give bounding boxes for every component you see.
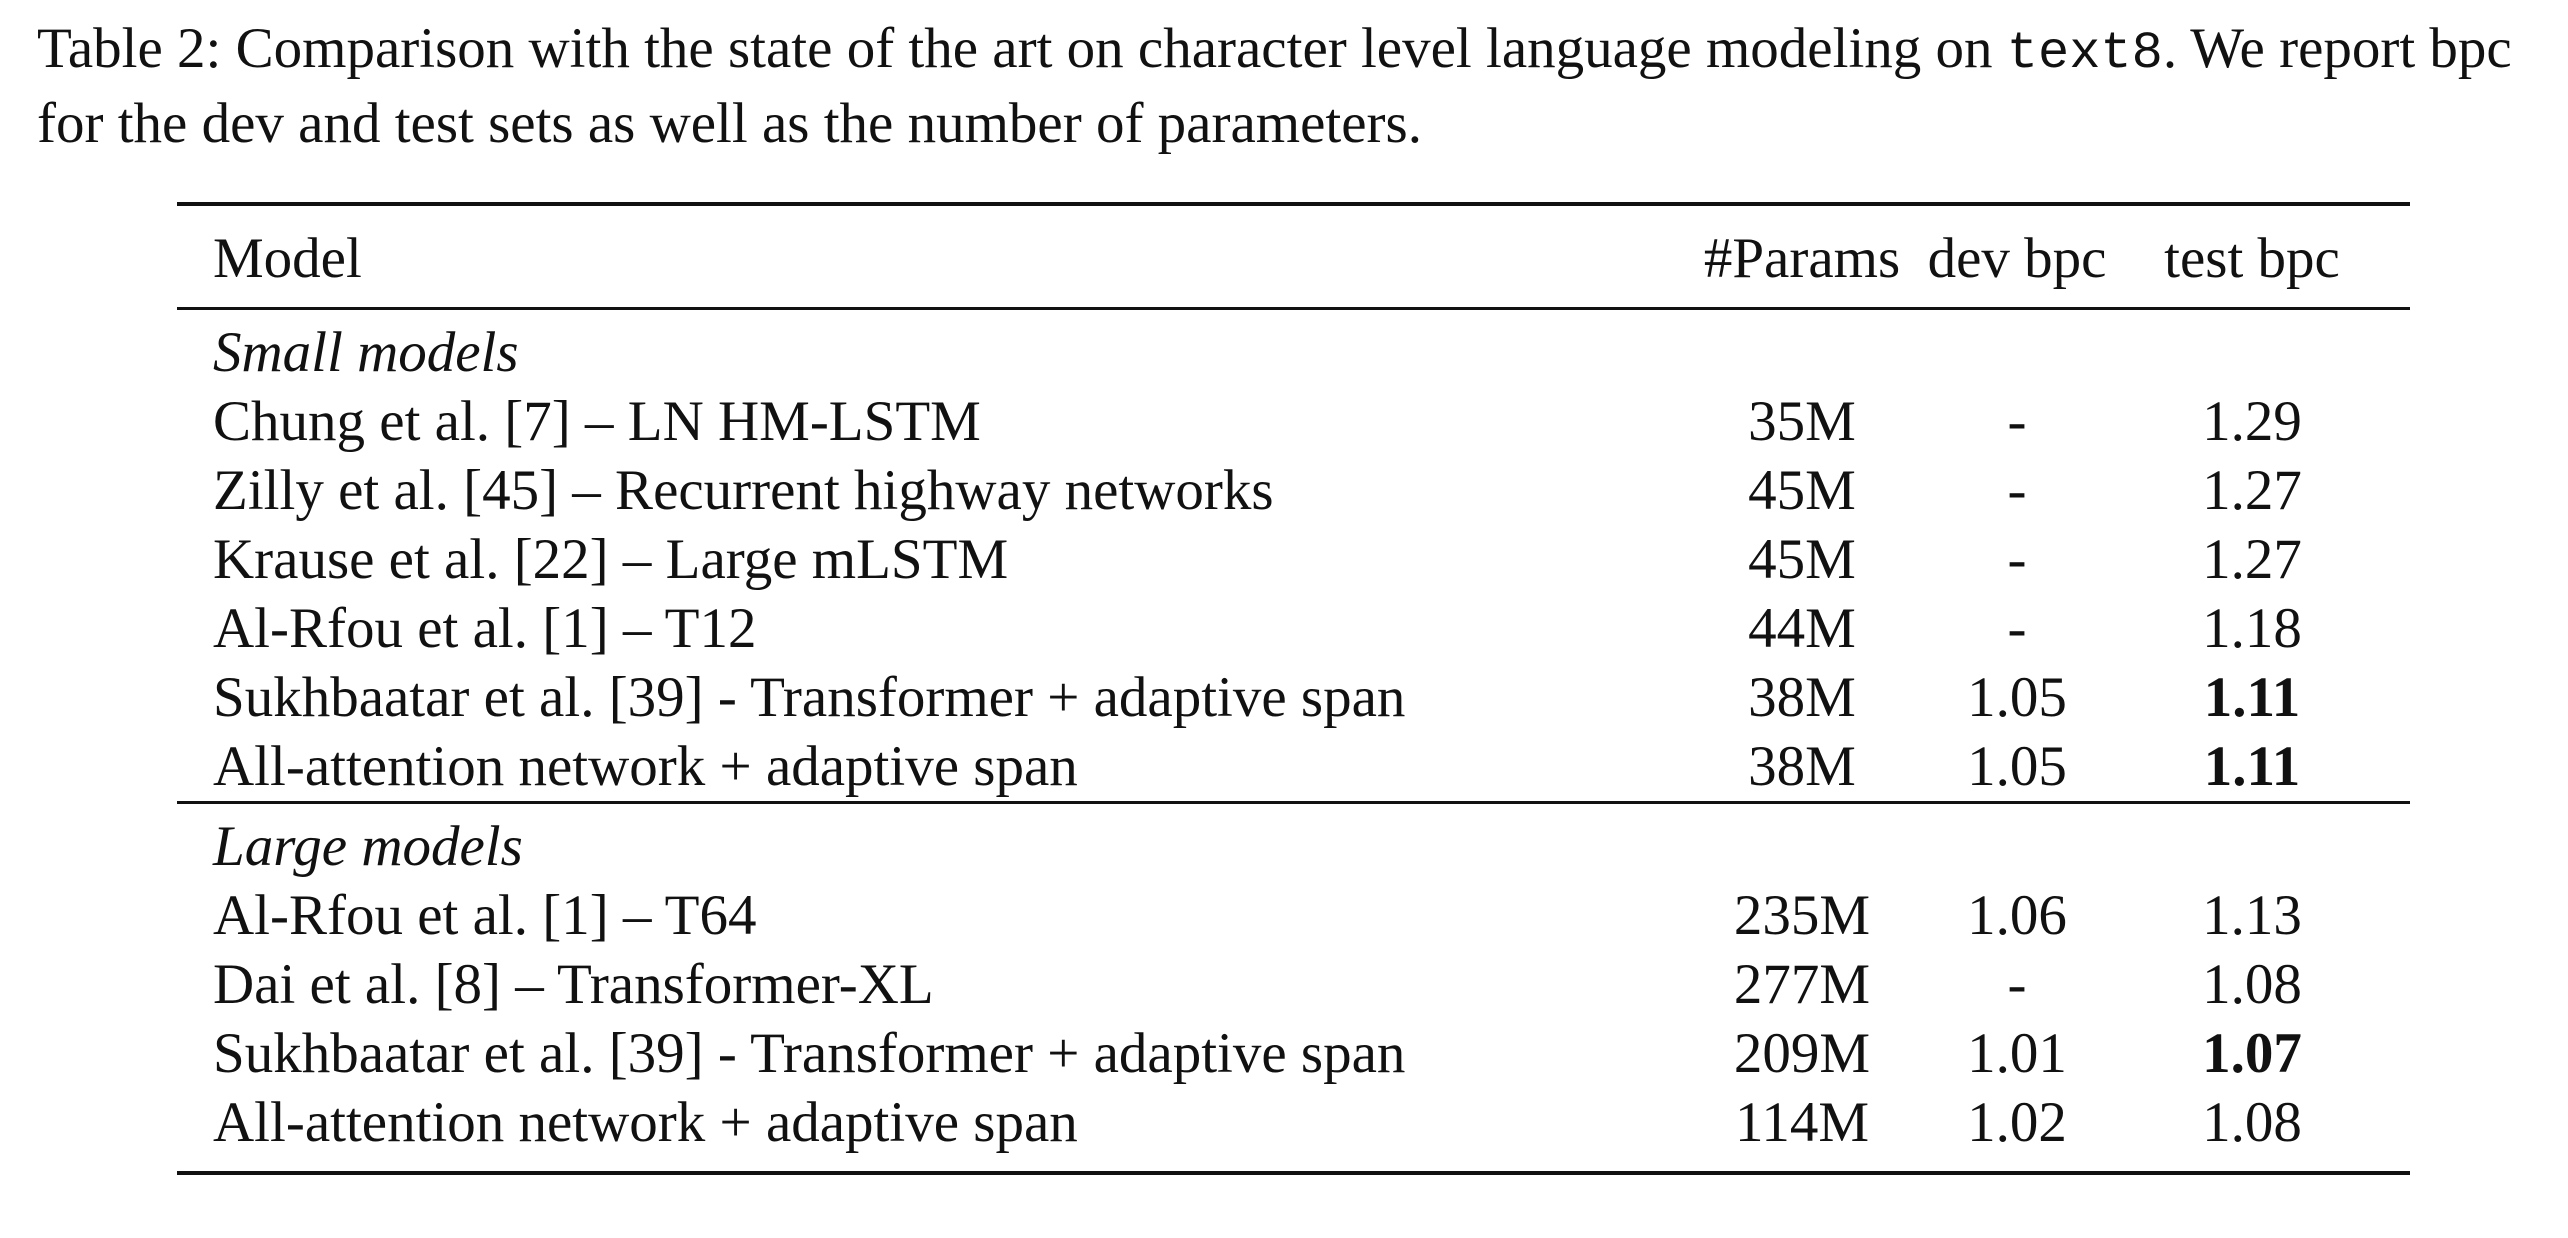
dev-bpc-cell: 1.06	[1967, 884, 2067, 947]
table-row: Sukhbaatar et al. [39] - Transformer + a…	[177, 1019, 2410, 1088]
params-cell: 44M	[1748, 597, 1856, 660]
model-name-cell: Al-Rfou et al. [1] – T12	[213, 597, 757, 660]
caption-dataset-name: text8	[2006, 24, 2163, 83]
table-row: Al-Rfou et al. [1] – T64 235M 1.06 1.13	[177, 881, 2410, 950]
model-name-cell: Krause et al. [22] – Large mLSTM	[213, 528, 1009, 591]
params-cell: 45M	[1748, 459, 1856, 522]
test-bpc-cell: 1.08	[2202, 953, 2302, 1016]
test-bpc-cell: 1.13	[2202, 884, 2302, 947]
dev-bpc-cell: 1.05	[1967, 735, 2067, 798]
model-name-cell: Zilly et al. [45] – Recurrent highway ne…	[213, 459, 1274, 522]
model-name-cell: Dai et al. [8] – Transformer-XL	[213, 953, 934, 1016]
table-row: Sukhbaatar et al. [39] - Transformer + a…	[177, 663, 2410, 732]
header-test-bpc: test bpc	[2122, 204, 2410, 310]
table-row: Krause et al. [22] – Large mLSTM 45M - 1.27	[177, 525, 2410, 594]
results-table-body: Small models Chung et al. [7] – LN HM-LST…	[177, 309, 2410, 1174]
results-table: Model #Params dev bpc test bpc Small mod…	[177, 202, 2410, 1175]
test-bpc-cell: 1.07	[2202, 1022, 2302, 1085]
test-bpc-cell: 1.11	[2203, 666, 2301, 729]
results-table-container: Model #Params dev bpc test bpc Small mod…	[177, 202, 2410, 1175]
test-bpc-cell: 1.27	[2202, 528, 2302, 591]
dev-bpc-cell: -	[2007, 528, 2027, 591]
dev-bpc-cell: -	[2007, 953, 2027, 1016]
model-name-cell: Chung et al. [7] – LN HM-LSTM	[213, 390, 981, 453]
header-params: #Params	[1692, 204, 1912, 310]
header-model: Model	[177, 204, 1692, 310]
params-cell: 38M	[1748, 735, 1856, 798]
test-bpc-cell: 1.18	[2202, 597, 2302, 660]
test-bpc-cell: 1.29	[2202, 390, 2302, 453]
header-dev-bpc: dev bpc	[1912, 204, 2122, 310]
params-cell: 235M	[1733, 884, 1871, 947]
caption-prefix: Table 2: Comparison with the state of th…	[37, 17, 2007, 80]
section-title: Small models	[213, 321, 519, 384]
params-cell: 45M	[1748, 528, 1856, 591]
dev-bpc-cell: -	[2007, 597, 2027, 660]
dev-bpc-cell: -	[2007, 459, 2027, 522]
params-cell: 35M	[1748, 390, 1856, 453]
section-header-row: Small models	[177, 309, 2410, 388]
model-name-cell: Al-Rfou et al. [1] – T64	[213, 884, 757, 947]
test-bpc-cell: 1.11	[2203, 735, 2301, 798]
table-caption: Table 2: Comparison with the state of th…	[37, 14, 2537, 159]
dev-bpc-cell: -	[2007, 390, 2027, 453]
header-row: Model #Params dev bpc test bpc	[177, 204, 2410, 310]
section-header-row: Large models	[177, 801, 2410, 881]
params-cell: 114M	[1734, 1091, 1870, 1154]
params-cell: 38M	[1748, 666, 1856, 729]
table-row: Al-Rfou et al. [1] – T12 44M - 1.18	[177, 594, 2410, 663]
dev-bpc-cell: 1.02	[1967, 1091, 2067, 1154]
caption-suffix: . We report bpc for the dev and test set…	[37, 17, 2512, 155]
dev-bpc-cell: 1.05	[1967, 666, 2067, 729]
params-cell: 277M	[1733, 953, 1871, 1016]
table-row: Dai et al. [8] – Transformer-XL 277M - 1.08	[177, 950, 2410, 1019]
model-name-cell: Sukhbaatar et al. [39] - Transformer + a…	[213, 666, 1406, 729]
table-row: All-attention network + adaptive span 114…	[177, 1088, 2410, 1173]
section-title: Large models	[177, 801, 2410, 881]
test-bpc-cell: 1.08	[2202, 1091, 2302, 1154]
model-name-cell: All-attention network + adaptive span	[213, 735, 1078, 798]
table-row: All-attention network + adaptive span 38M…	[177, 732, 2410, 803]
model-name-cell: Sukhbaatar et al. [39] - Transformer + a…	[213, 1022, 1406, 1085]
test-bpc-cell: 1.27	[2202, 459, 2302, 522]
dev-bpc-cell: 1.01	[1967, 1022, 2067, 1085]
table-row: Zilly et al. [45] – Recurrent highway ne…	[177, 456, 2410, 525]
params-cell: 209M	[1733, 1022, 1871, 1085]
model-name-cell: All-attention network + adaptive span	[213, 1091, 1078, 1154]
table-row: Chung et al. [7] – LN HM-LSTM 35M - 1.29	[177, 387, 2410, 456]
